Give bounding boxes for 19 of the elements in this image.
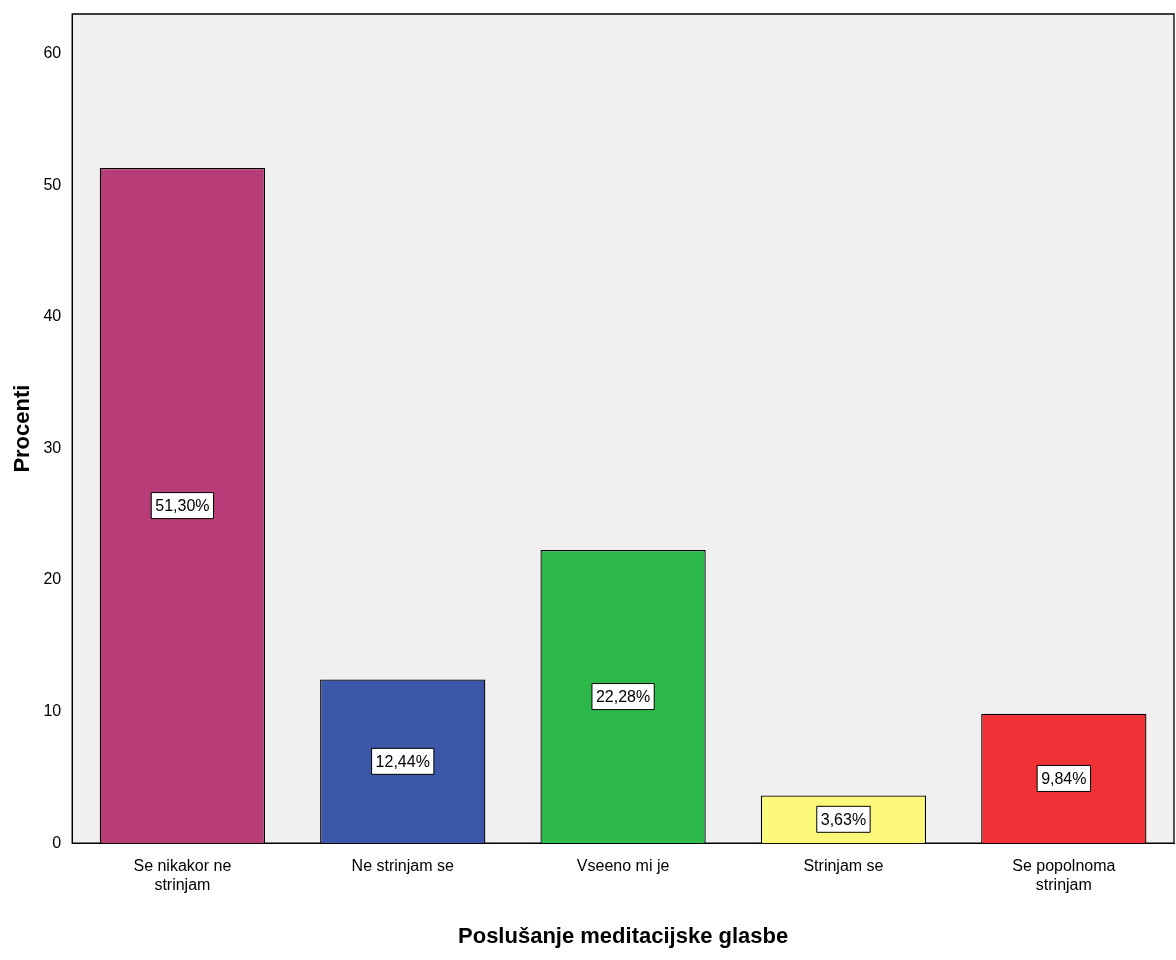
data-label: 9,84%: [1041, 769, 1087, 787]
x-tick-label: Se popolnoma strinjam: [1012, 857, 1116, 894]
data-label: 51,30%: [155, 497, 210, 514]
y-tick-label: 40: [43, 307, 62, 325]
y-tick-label: 30: [43, 438, 62, 456]
y-tick-label: 10: [43, 701, 62, 719]
x-tick-label: Se nikakor ne strinjam: [133, 857, 232, 894]
data-label: 12,44%: [375, 752, 430, 770]
x-tick-label: Strinjam se: [803, 857, 884, 875]
x-tick-label: Vseeno mi je: [576, 857, 670, 875]
y-tick-label: 20: [43, 570, 62, 588]
y-tick-label: 50: [43, 175, 62, 193]
x-axis-title: Poslušanje meditacijske glasbe: [458, 922, 789, 948]
x-tick-label: Ne strinjam se: [351, 857, 454, 875]
y-tick-label: 0: [52, 833, 62, 851]
data-label: 3,63%: [820, 810, 867, 828]
y-tick-label: 60: [43, 43, 62, 61]
y-axis-title: Procenti: [9, 384, 35, 473]
data-label: 22,28%: [595, 687, 651, 705]
